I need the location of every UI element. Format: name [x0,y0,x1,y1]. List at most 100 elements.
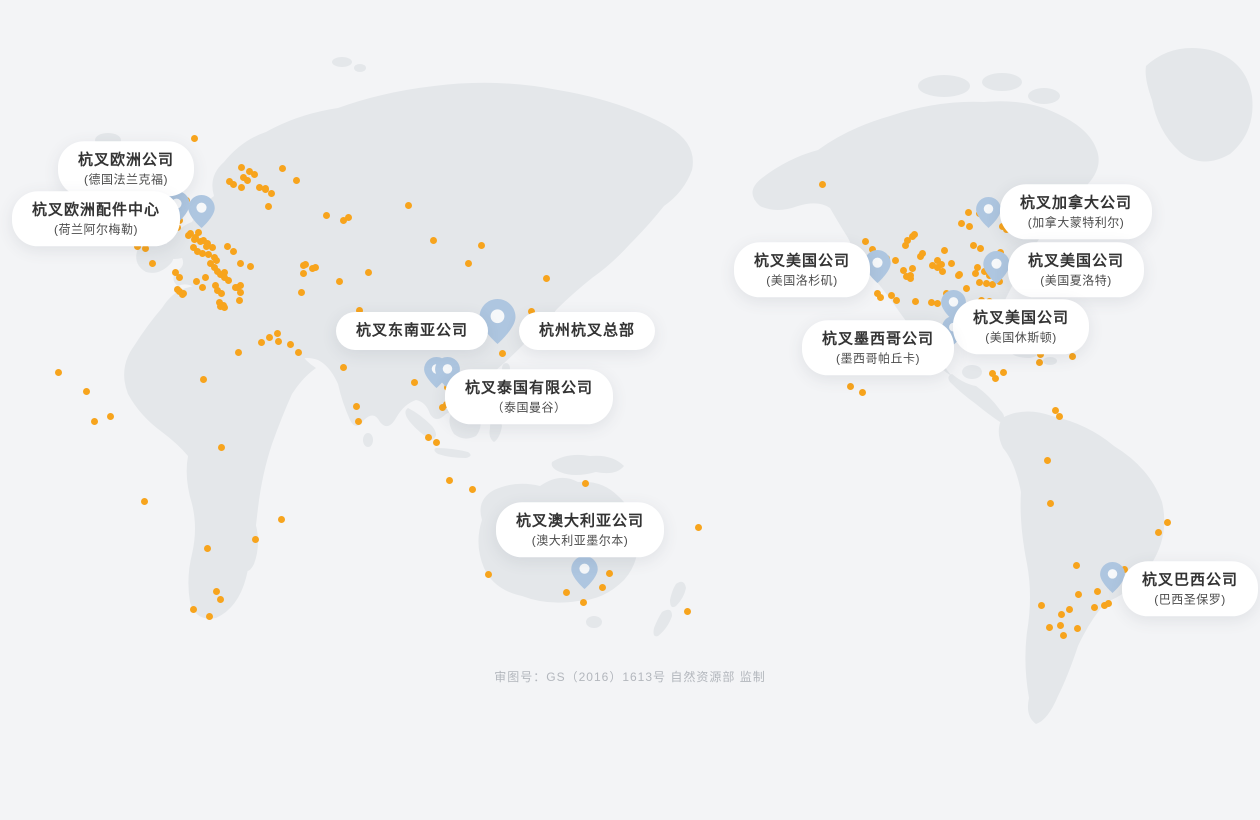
dealer-dot [278,164,286,172]
dealer-dot [876,293,884,301]
callout-title: 杭叉美国公司 [972,309,1070,327]
dealer-dot [937,260,945,268]
dealer-dot [216,270,224,278]
dealer-dot [140,497,148,505]
callout-title: 杭叉美国公司 [1027,252,1125,270]
dealer-dot [229,180,237,188]
callout-subtitle: (巴西圣保罗) [1154,592,1226,607]
dealer-dot [527,307,535,315]
dealer-dot [957,219,965,227]
dealer-dot [868,245,876,253]
map-pin-icon [1099,562,1125,593]
brazil-pin [1099,562,1125,593]
dealer-dot [190,134,198,142]
landmass-new-guinea [551,454,624,475]
callout-subtitle: (美国夏洛特) [1040,273,1112,288]
dealer-dot [910,230,918,238]
dealer-dot [940,246,948,254]
dealer-dot [962,284,970,292]
callout-subtitle: (澳大利亚墨尔本) [531,533,629,548]
landmass-java [434,448,471,458]
dealer-dot [236,259,244,267]
landmass-greenland [1145,48,1253,162]
dealer-dot [954,271,962,279]
dealer-dot [236,288,244,296]
landmass-africa [124,284,317,619]
dealer-dot [173,285,181,293]
callout-subtitle: (墨西哥帕丘卡) [835,351,920,366]
landmass-svalbard [354,64,366,72]
dealer-dot [468,485,476,493]
hangzhou-headquarters-callout: 杭州杭叉总部 [518,312,656,350]
dealer-dot [220,268,228,276]
dealer-dot [891,256,899,264]
dealer-dot [429,236,437,244]
dealer-dot [54,368,62,376]
dealer-dot [237,183,245,191]
landmass-svalbard [332,57,352,67]
dealer-dot [911,297,919,305]
dealer-dot [938,267,946,275]
map-approval-caption: 审图号：GS（2016）1613号 自然资源部 监制 [494,670,766,684]
dealer-dot [216,595,224,603]
dealer-dot [1057,610,1065,618]
dealer-dot [175,273,183,281]
dealer-dot [225,177,233,185]
dealer-dot [404,201,412,209]
callout-subtitle: (荷兰阿尔梅勒) [53,222,138,237]
dealer-dot [901,241,909,249]
dealer-dot [1093,587,1101,595]
dealer-dot [998,222,1006,230]
dealer-dot [969,241,977,249]
dealer-dot [1035,358,1043,366]
dealer-dot [237,163,245,171]
dealer-dot [1068,352,1076,360]
dealer-dot [191,233,199,241]
dealer-dot [217,443,225,451]
canada-company-callout: 杭叉加拿大公司 (加拿大蒙特利尔) [999,184,1153,240]
dealer-dot [239,173,247,181]
dealer-dot [982,279,990,287]
usa-company-houston-callout: 杭叉美国公司 (美国休斯顿) [952,299,1090,355]
dealer-dot [1072,561,1080,569]
dealer-dot [215,298,223,306]
dealer-dot [194,228,202,236]
dealer-dot [933,256,941,264]
callout-title: 杭叉美国公司 [753,252,851,270]
dealer-dot [858,388,866,396]
mexico-company-callout: 杭叉墨西哥公司 (墨西哥帕丘卡) [801,320,955,376]
dealer-dot [410,378,418,386]
europe-parts-center-callout: 杭叉欧洲配件中心 (荷兰阿尔梅勒) [11,191,181,247]
callout-title: 杭州杭叉总部 [538,322,636,339]
dealer-dot [694,523,702,531]
landmass-south-america [998,411,1165,724]
dealer-dot [205,612,213,620]
dealer-dot [229,247,237,255]
dealer-dot [1100,601,1108,609]
dealer-dot [988,280,996,288]
dealer-dot [261,184,269,192]
callout-title: 杭叉澳大利亚公司 [515,512,645,530]
dealer-dot [1055,412,1063,420]
dealer-dot [1120,565,1128,573]
callout-title: 杭叉加拿大公司 [1019,194,1133,212]
dealer-dot [297,288,305,296]
dealer-dot [1090,603,1098,611]
dealer-dot [217,289,225,297]
montreal-pin [975,197,1001,228]
dealer-dot [251,535,259,543]
landmass-central-america [948,374,1004,422]
melbourne-pin [570,556,598,589]
landmass-japan [539,267,577,327]
dealer-dot [928,261,936,269]
dealer-dot [1045,623,1053,631]
charlotte-pin [982,251,1010,284]
dealer-dot [141,244,149,252]
dealer-dot [213,267,221,275]
dealer-dot [818,180,826,188]
southeast-asia-company-callout: 杭叉东南亚公司 [335,312,489,350]
landmass-yucatan [962,365,982,379]
landmass-hispaniola [1043,357,1057,365]
dealer-dot [236,281,244,289]
